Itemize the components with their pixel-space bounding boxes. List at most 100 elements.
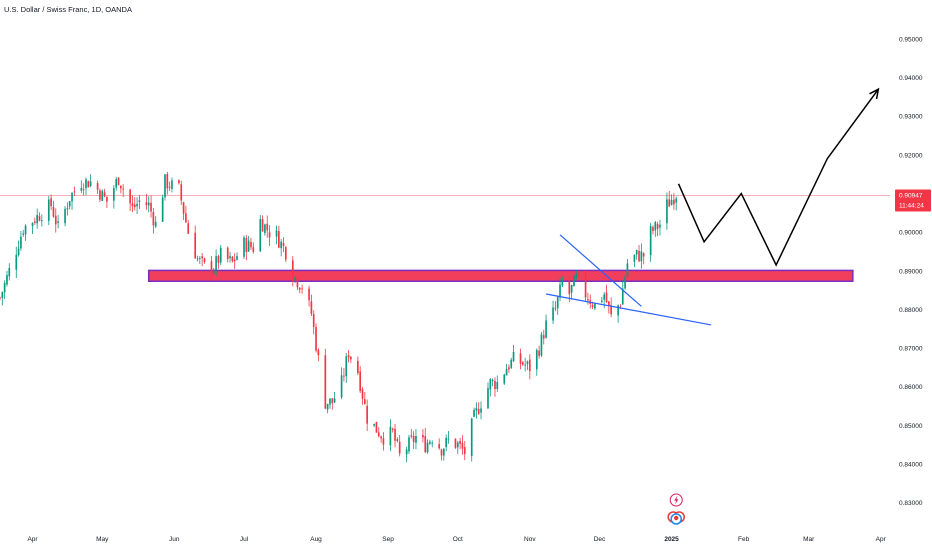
candle <box>119 185 122 194</box>
candle <box>345 353 348 383</box>
x-tick-label: Nov <box>524 536 536 543</box>
candle <box>391 427 394 433</box>
projection-arrowhead <box>869 87 880 100</box>
candle <box>282 237 285 253</box>
countdown-timer: 11:44:24 <box>899 203 924 210</box>
candle <box>138 195 141 210</box>
candle <box>408 434 410 455</box>
x-tick-label: 2025 <box>664 536 679 543</box>
candle <box>245 235 248 261</box>
x-tick-label: Dec <box>594 536 606 543</box>
candle <box>477 402 480 416</box>
x-tick-label: Jul <box>240 536 249 543</box>
candle <box>412 431 415 449</box>
candle <box>103 188 106 198</box>
candle <box>508 364 510 373</box>
channel-lower-line[interactable] <box>545 293 712 326</box>
candle <box>652 225 654 235</box>
flags-icon[interactable] <box>667 511 685 525</box>
candle <box>666 192 668 230</box>
candle <box>642 252 645 265</box>
y-tick-label: 0.94000 <box>899 75 923 82</box>
candle <box>505 364 508 376</box>
candle <box>415 429 417 450</box>
candle <box>278 225 280 249</box>
candle <box>503 373 506 385</box>
y-tick-label: 0.84000 <box>899 462 923 469</box>
candle <box>359 366 362 394</box>
candle <box>194 225 197 259</box>
candle <box>538 345 540 359</box>
candle <box>438 438 441 450</box>
candle <box>52 200 55 218</box>
candle <box>182 201 185 220</box>
candle <box>491 378 494 387</box>
candle <box>210 256 213 282</box>
candle <box>168 181 171 192</box>
candle <box>129 188 131 211</box>
y-tick-label: 0.87000 <box>899 346 923 353</box>
candle <box>496 375 499 392</box>
candle <box>166 171 169 195</box>
candle <box>440 448 443 461</box>
y-tick-label: 0.85000 <box>899 423 923 430</box>
channel-upper-line[interactable] <box>559 234 642 307</box>
candle <box>640 243 643 269</box>
x-tick-label: Oct <box>453 536 463 543</box>
candle <box>526 360 529 371</box>
candle <box>296 277 299 291</box>
candle <box>266 215 269 238</box>
candle <box>350 356 352 364</box>
candle <box>101 189 104 202</box>
candle <box>294 276 296 284</box>
candle <box>431 440 434 448</box>
candle <box>443 448 445 461</box>
candle <box>250 237 252 250</box>
candle <box>243 235 245 259</box>
candle <box>0 296 1 301</box>
candle <box>201 253 204 267</box>
projection-path[interactable] <box>677 88 879 267</box>
candle <box>187 219 190 234</box>
candle <box>54 208 57 233</box>
candle <box>20 230 22 251</box>
x-tick-label: Mar <box>803 536 815 543</box>
candle <box>638 245 640 263</box>
candle <box>454 438 457 449</box>
candle <box>556 296 559 315</box>
candle <box>380 435 382 443</box>
candle <box>494 377 496 397</box>
candle <box>373 423 375 428</box>
x-tick-label: Aug <box>310 536 322 543</box>
candle <box>329 398 331 409</box>
x-tick-label: Feb <box>738 536 750 543</box>
candle <box>554 301 557 312</box>
x-tick-label: Apr <box>27 536 38 543</box>
x-tick-label: Jun <box>169 536 180 543</box>
candle <box>268 225 271 247</box>
candle <box>17 240 20 257</box>
y-tick-label: 0.95000 <box>899 36 923 43</box>
candle <box>624 275 626 290</box>
candle <box>375 421 378 433</box>
candle <box>233 253 236 270</box>
candle <box>398 434 401 457</box>
candle <box>284 246 287 263</box>
y-tick-label: 0.93000 <box>899 114 923 121</box>
candle <box>24 224 27 241</box>
support-zone[interactable] <box>147 269 854 282</box>
y-tick-label: 0.88000 <box>899 307 923 314</box>
candle <box>649 222 652 262</box>
candle <box>136 197 138 215</box>
candle <box>171 177 173 193</box>
candle <box>654 220 657 237</box>
candle <box>394 423 396 448</box>
candle <box>147 196 150 213</box>
candle <box>219 245 222 266</box>
candle <box>363 391 366 405</box>
lightning-icon[interactable] <box>669 493 683 507</box>
candle <box>164 174 166 201</box>
candle <box>673 193 675 210</box>
candle <box>38 212 41 222</box>
